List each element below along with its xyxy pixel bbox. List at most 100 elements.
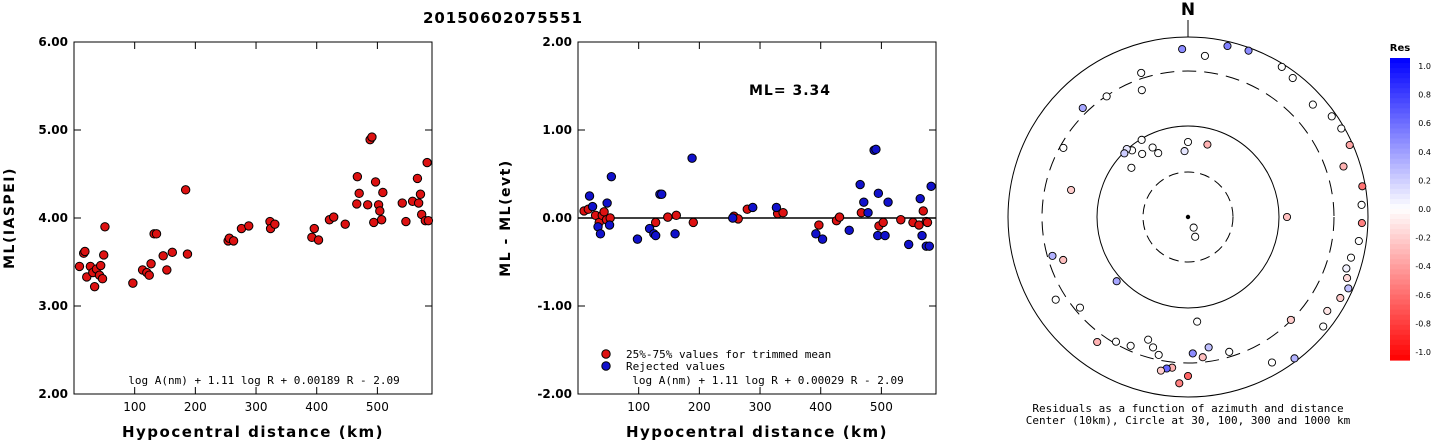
rejected-point — [844, 225, 854, 236]
station-residual-point — [1149, 343, 1158, 352]
colorbar-cell — [1390, 209, 1410, 215]
rejected-point — [650, 230, 661, 241]
colorbar-cell — [1390, 229, 1410, 235]
figure-title: 20150602075551 — [423, 9, 583, 27]
station-residual-point — [1183, 371, 1193, 381]
rejected-point — [917, 230, 927, 241]
colorbar-cell — [1390, 128, 1410, 135]
colorbar-cell — [1390, 299, 1410, 306]
station-residual-point — [1137, 68, 1146, 77]
rejected-point — [903, 239, 914, 250]
station-residual-point — [1342, 264, 1351, 273]
station-residual-point — [1198, 353, 1207, 362]
ml-annotation: ML= 3.34 — [749, 83, 831, 99]
colorbar-title: Res — [1390, 43, 1410, 54]
station-point — [352, 199, 362, 209]
station-residual-point — [1154, 149, 1163, 158]
station-point — [415, 189, 426, 199]
station-residual-point — [1282, 212, 1292, 222]
station-residual-point — [1059, 255, 1068, 265]
station-point — [362, 200, 373, 210]
colorbar-cell — [1390, 138, 1410, 145]
station-residual-point — [1204, 343, 1213, 352]
station-residual-point — [1203, 140, 1212, 149]
station-residual-point — [1267, 358, 1277, 367]
rejected-point — [670, 229, 680, 239]
accepted-point — [814, 220, 824, 230]
colorbar-tick-label: 0.6 — [1418, 119, 1431, 128]
ring-100km — [1096, 125, 1280, 309]
colorbar-cell — [1390, 249, 1410, 255]
epicenter-marker — [1185, 214, 1191, 220]
rejected-point — [883, 197, 893, 207]
station-residual-point — [1337, 124, 1346, 133]
rejected-point — [863, 208, 873, 218]
rejected-point — [873, 188, 884, 199]
station-residual-point — [1286, 315, 1295, 324]
station-residual-point — [1138, 149, 1147, 158]
rejected-point — [924, 241, 935, 251]
colorbar-gradient — [1390, 58, 1410, 361]
legend-label-accepted: 25%-75% values for trimmed mean — [626, 348, 831, 361]
colorbar-cell — [1390, 93, 1410, 99]
station-point — [412, 173, 423, 184]
colorbar-cell — [1390, 183, 1410, 190]
colorbar-cell — [1390, 309, 1410, 316]
accepted-point — [922, 217, 933, 228]
colorbar-cell — [1390, 264, 1410, 270]
station-residual-point — [1357, 200, 1366, 209]
station-residual-point — [1048, 251, 1057, 260]
station-residual-point — [1336, 293, 1345, 303]
colorbar-cell — [1390, 98, 1410, 104]
station-point — [375, 206, 385, 216]
polar-caption-line1: Residuals as a function of azimuth and d… — [1032, 402, 1343, 415]
x-tick-label: 400 — [305, 400, 328, 414]
station-point — [151, 229, 162, 239]
rejected-point — [817, 234, 828, 244]
station-residual-point — [1137, 86, 1146, 95]
rejected-point — [606, 171, 617, 182]
station-residual-point — [1120, 149, 1129, 158]
legend: 25%-75% values for trimmed mean Rejected… — [601, 348, 831, 373]
rejected-point — [926, 181, 936, 192]
station-residual-point — [1127, 163, 1136, 172]
station-point — [228, 236, 239, 246]
colorbar-cell — [1390, 289, 1410, 296]
station-residual-point — [1319, 322, 1328, 331]
y-tick-label: 3.00 — [38, 299, 68, 313]
x-tick-label: 500 — [366, 400, 389, 414]
legend-label-rejected: Rejected values — [626, 360, 725, 373]
colorbar-cell — [1390, 158, 1410, 165]
colorbar-cell — [1390, 219, 1410, 225]
station-point — [144, 270, 154, 280]
station-point — [423, 215, 434, 226]
rejected-point — [587, 201, 598, 212]
station-residual-point — [1223, 41, 1232, 51]
panel-residual-vs-distance: 100 200 300 400 500 -2.00 -1.00 0.00 1.00 2.00 ML… — [498, 35, 937, 441]
station-point — [413, 198, 424, 208]
station-point — [95, 260, 106, 271]
station-residual-point — [1354, 236, 1363, 246]
station-point — [99, 250, 109, 260]
station-residual-point — [1200, 51, 1209, 60]
station-residual-point — [1288, 73, 1297, 83]
accepted-point — [896, 215, 906, 225]
station-point — [146, 259, 156, 269]
rejected-point — [771, 202, 782, 213]
colorbar-cell — [1390, 83, 1410, 89]
station-residual-point — [1244, 46, 1253, 55]
x-tick-label: 100 — [123, 400, 146, 414]
station-point — [180, 185, 191, 195]
y-tick-label: 2.00 — [38, 387, 68, 401]
formula-label: log A(nm) + 1.11 log R + 0.00029 R - 2.0… — [632, 374, 904, 387]
station-point — [376, 215, 387, 225]
colorbar-cell — [1390, 294, 1410, 301]
accepted-point — [878, 217, 888, 228]
station-residual-point — [1059, 143, 1068, 152]
accepted-point — [778, 208, 788, 218]
colorbar-cell — [1390, 254, 1410, 260]
colorbar-cell — [1390, 63, 1410, 69]
station-residual-point — [1137, 135, 1146, 144]
station-point — [162, 265, 172, 275]
